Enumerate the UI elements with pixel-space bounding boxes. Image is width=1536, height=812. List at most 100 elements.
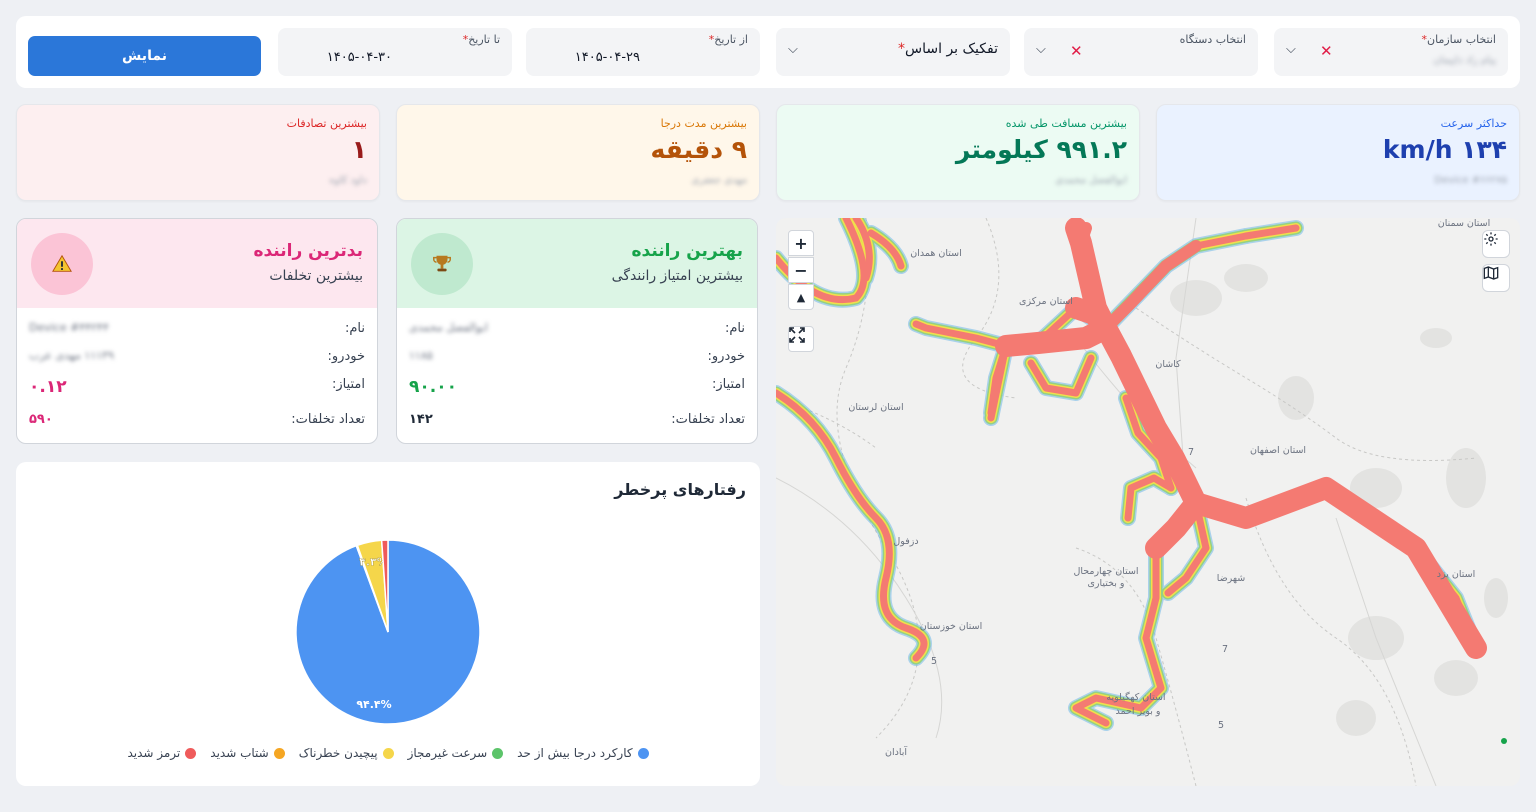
- max-accidents-value: ۱: [351, 135, 367, 164]
- best-driver-violations: ۱۴۲: [409, 412, 433, 427]
- name-label: نام:: [724, 321, 745, 336]
- max-idle-driver: مهدی جعفری: [691, 175, 747, 186]
- required-mark: *: [708, 33, 715, 46]
- worst-driver-card: بدترین راننده بیشترین تخلفات نام: Device …: [16, 218, 378, 444]
- chart-legend: کارکرد درجا بیش از حد سرعت غیرمجاز پیچیدن …: [16, 746, 760, 760]
- city-label: استان خوزستان: [920, 621, 982, 632]
- filter-bar: انتخاب سازمان* پیام راد داپیمان ✕ ⌵ انتخ…: [16, 16, 1520, 88]
- best-driver-header: بهترین راننده بیشترین امتیاز رانندگی: [397, 219, 757, 308]
- legend-item-3[interactable]: شتاب شدید: [210, 746, 285, 760]
- legend-swatch: [637, 747, 649, 759]
- to-date-label: تا تاریخ: [468, 33, 500, 46]
- violations-label: تعداد تخلفات:: [671, 412, 745, 427]
- legend-swatch: [273, 747, 285, 759]
- worst-driver-title: بدترین راننده: [253, 241, 363, 261]
- legend-swatch: [382, 747, 394, 759]
- compass-button[interactable]: ▲: [788, 284, 814, 310]
- max-idle-title: بیشترین مدت درجا: [660, 117, 747, 130]
- show-button[interactable]: نمایش: [28, 36, 261, 76]
- legend-label: کارکرد درجا بیش از حد: [517, 746, 633, 760]
- gear-icon[interactable]: [1482, 230, 1510, 258]
- from-date-label: از تاریخ: [714, 33, 748, 46]
- road-number: 7: [1222, 644, 1228, 655]
- city-label: استان یزد: [1437, 569, 1475, 580]
- road-number: 5: [1218, 720, 1224, 731]
- map-icon[interactable]: [1482, 264, 1510, 292]
- vehicle-label: خودرو:: [327, 349, 365, 364]
- best-driver-card: بهترین راننده بیشترین امتیاز رانندگی نام…: [396, 218, 758, 444]
- route-heatmap: [776, 218, 1487, 723]
- max-idle-value: ۹ دقیقه: [650, 135, 747, 164]
- legend-item-0[interactable]: کارکرد درجا بیش از حد: [517, 746, 649, 760]
- max-distance-card: بیشترین مسافت طی شده ۹۹۱.۲ کیلومتر ابوال…: [776, 104, 1140, 201]
- score-label: امتیاز:: [331, 377, 365, 392]
- device-select[interactable]: انتخاب دستگاه ✕ ⌵: [1024, 28, 1258, 76]
- city-label: استان سمنان: [1438, 218, 1491, 229]
- city-label: استان لرستان: [848, 402, 903, 413]
- organization-label: انتخاب سازمان: [1427, 33, 1496, 46]
- name-label: نام:: [344, 321, 365, 336]
- max-distance-title: بیشترین مسافت طی شده: [1005, 117, 1127, 130]
- score-label: امتیاز:: [711, 377, 745, 392]
- from-date-field[interactable]: از تاریخ* ۱۴۰۵-۰۴-۲۹: [526, 28, 760, 76]
- max-accidents-card: بیشترین تصادفات ۱ داود کاوه: [16, 104, 380, 201]
- road-number: 5: [931, 656, 937, 667]
- legend-label: پیچیدن خطرناک: [298, 746, 378, 760]
- required-mark: *: [462, 33, 469, 46]
- legend-item-2[interactable]: پیچیدن خطرناک: [299, 746, 394, 760]
- max-speed-value: km/h ۱۳۴: [1382, 135, 1507, 164]
- pie-value-label-2: ۴.۳%: [359, 556, 388, 569]
- pie-slice-0[interactable]: [295, 539, 481, 725]
- map-canvas[interactable]: استان سمنان استان همدان استان مرکزی کاشان اس…: [776, 218, 1520, 786]
- best-driver-title: بهترین راننده: [631, 241, 743, 261]
- risky-behaviors-title: رفتارهای پرخطر: [614, 480, 746, 499]
- organization-select[interactable]: انتخاب سازمان* پیام راد داپیمان ✕ ⌵: [1274, 28, 1508, 76]
- heat-core-heavy: [995, 218, 1487, 659]
- max-accidents-title: بیشترین تصادفات: [286, 117, 367, 130]
- pie-slice-4[interactable]: [380, 539, 389, 633]
- terrain-shading: [1170, 264, 1508, 736]
- required-mark: *: [1421, 33, 1428, 46]
- best-driver-name: ابوالفضل محمدی: [409, 321, 488, 334]
- city-label: دزفول: [893, 536, 918, 547]
- worst-driver-vehicle: ۱۱۱۳۹ مهدی عرب: [29, 349, 114, 362]
- max-idle-card: بیشترین مدت درجا ۹ دقیقه مهدی جعفری: [396, 104, 760, 201]
- heatmap-map[interactable]: استان سمنان استان همدان استان مرکزی کاشان اس…: [776, 218, 1520, 786]
- trophy-icon: [411, 233, 473, 295]
- best-driver-vehicle: ۱۱۸۵: [409, 349, 433, 362]
- organization-value: پیام راد داپیمان: [1433, 55, 1496, 66]
- legend-item-4[interactable]: ترمز شدید: [127, 746, 197, 760]
- chevron-down-icon[interactable]: ⌵: [1286, 42, 1296, 57]
- worst-driver-violations: ۵۹۰: [29, 412, 53, 427]
- legend-swatch: [492, 747, 504, 759]
- city-label: شهرضا: [1217, 573, 1246, 584]
- close-icon[interactable]: ✕: [1070, 42, 1083, 60]
- to-date-field[interactable]: تا تاریخ* ۱۴۰۵-۰۴-۳۰: [278, 28, 512, 76]
- breakdown-select[interactable]: تفکیک بر اساس* ⌵: [776, 28, 1010, 76]
- close-icon[interactable]: ✕: [1320, 42, 1333, 60]
- heat-core-medium: [1075, 222, 1202, 334]
- fullscreen-icon[interactable]: [788, 326, 814, 352]
- legend-label: ترمز شدید: [127, 746, 181, 760]
- pie-value-label-0: ۹۴.۴%: [356, 698, 391, 711]
- chevron-down-icon[interactable]: ⌵: [1036, 42, 1046, 57]
- max-distance-driver: ابوالفضل محمدی: [1055, 175, 1127, 186]
- city-label: استان اصفهان: [1250, 445, 1306, 456]
- worst-driver-score: ۰.۱۲: [29, 377, 67, 397]
- zoom-in-button[interactable]: +: [788, 230, 814, 256]
- city-labels: استان سمنان استان همدان استان مرکزی کاشان اس…: [848, 218, 1490, 758]
- worst-driver-header: بدترین راننده بیشترین تخلفات: [17, 219, 377, 308]
- legend-item-1[interactable]: سرعت غیرمجاز: [408, 746, 504, 760]
- city-label: و بختیاری: [1087, 578, 1124, 589]
- to-date-value: ۱۴۰۵-۰۴-۳۰: [326, 50, 392, 65]
- best-driver-score: ۹۰.۰۰: [409, 377, 457, 397]
- legend-label: سرعت غیرمجاز: [407, 746, 488, 760]
- risky-behaviors-panel: رفتارهای پرخطر ۹۴.۴% ۴.۳% کارکرد درجا بیش…: [16, 462, 760, 786]
- worst-driver-name: Device #۴۴۲۴۴: [29, 321, 109, 334]
- city-label: آبادان: [885, 745, 907, 758]
- violations-label: تعداد تخلفات:: [291, 412, 365, 427]
- chevron-down-icon[interactable]: ⌵: [788, 42, 798, 57]
- zoom-out-button[interactable]: −: [788, 257, 814, 283]
- required-mark: *: [898, 41, 906, 57]
- city-label: استان همدان: [910, 248, 961, 259]
